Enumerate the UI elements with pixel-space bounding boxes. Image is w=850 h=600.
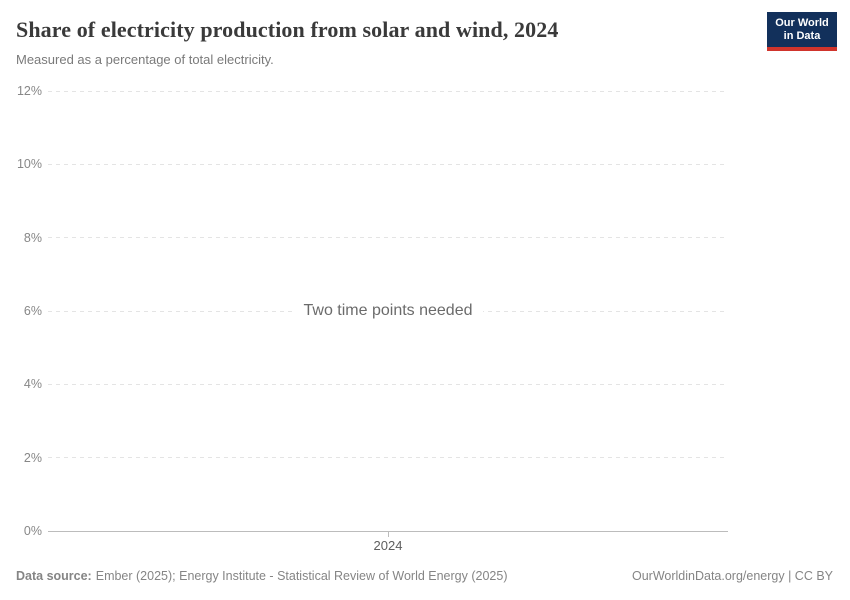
owid-logo-line1: Our World — [775, 16, 829, 29]
chart-subtitle: Measured as a percentage of total electr… — [16, 52, 274, 67]
gridline-10% — [48, 163, 728, 165]
y-tick-label-6%: 6% — [23, 304, 42, 318]
x-tick-mark-2024 — [387, 531, 389, 537]
chart-title: Share of electricity production from sol… — [16, 17, 559, 42]
owid-logo[interactable]: Our World in Data — [767, 12, 837, 51]
data-source-text: Ember (2025); Energy Institute - Statist… — [95, 569, 508, 583]
y-tick-label-8%: 8% — [23, 230, 42, 245]
gridline-2% — [48, 457, 728, 459]
gridline-8% — [48, 237, 728, 239]
chart-footer: Data source: Ember (2025); Energy Institu… — [16, 568, 833, 585]
empty-data-message: Two time points needed — [48, 300, 728, 322]
y-tick-label-4%: 4% — [23, 377, 42, 392]
y-tick-label-0%: 0% — [23, 524, 42, 538]
data-source-label: Data source: — [16, 569, 92, 583]
x-tick-label-2024: 2024 — [373, 538, 403, 553]
data-source: Data source: Ember (2025); Energy Institu… — [16, 568, 507, 585]
owid-logo-box: Our World in Data — [767, 12, 837, 47]
gridline-12% — [48, 90, 728, 92]
empty-data-message-text: Two time points needed — [293, 302, 483, 319]
y-tick-label-12%: 12% — [16, 84, 42, 98]
credit-link[interactable]: OurWorldinData.org/energy | CC BY — [631, 569, 833, 583]
owid-logo-stripe — [767, 47, 837, 51]
owid-logo-line2: in Data — [783, 29, 821, 42]
y-tick-label-2%: 2% — [23, 450, 42, 465]
gridline-4% — [48, 383, 728, 385]
y-tick-label-10%: 10% — [16, 157, 42, 172]
